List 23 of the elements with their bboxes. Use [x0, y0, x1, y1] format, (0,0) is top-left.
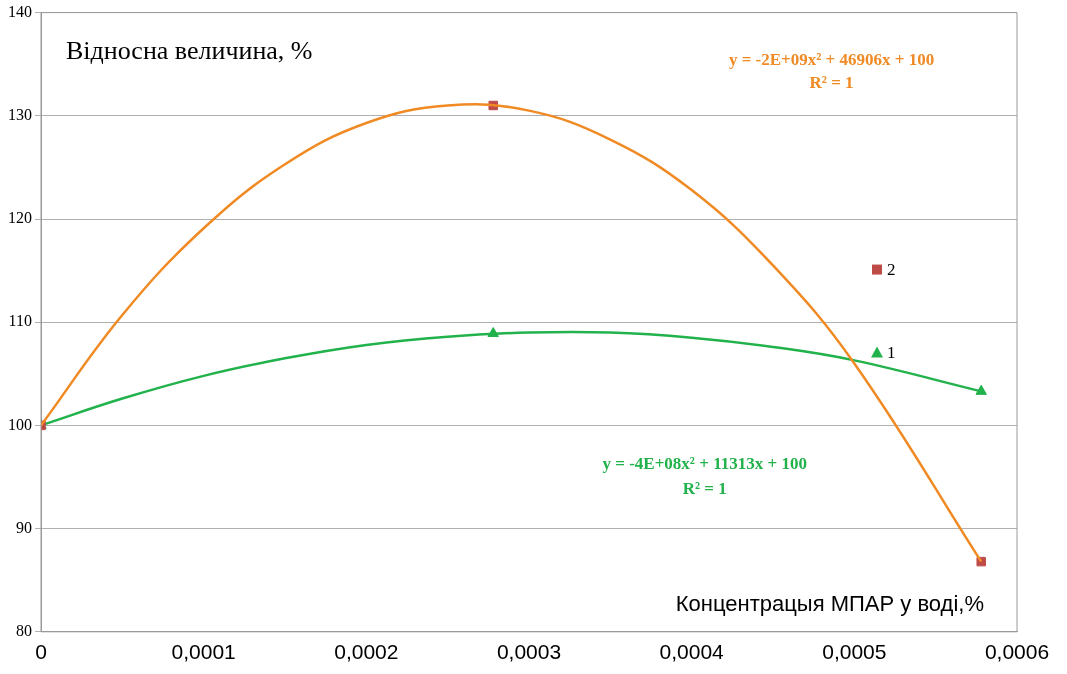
x-tick-label: 0,0006	[984, 640, 1050, 664]
point	[975, 384, 987, 395]
y-tick-label: 80	[16, 622, 32, 639]
x-tick-label: 0,0002	[334, 640, 399, 664]
annotation: R² = 1	[682, 478, 727, 498]
y-tick-label: 140	[8, 2, 32, 20]
x-axis-title: Концентрацыя МПАР у воді,%	[675, 590, 984, 616]
x-tick-label: 0,0004	[659, 640, 725, 664]
y-tick-label: 130	[8, 106, 32, 123]
annotation: y = -4E+08x² + 11313x + 100	[602, 454, 807, 474]
x-tick-label: 0,0003	[496, 640, 562, 664]
y-tick-label: 90	[16, 518, 32, 536]
y-tick-label: 100	[8, 415, 32, 433]
legend-label: 1	[887, 343, 896, 363]
y-tick-label: 110	[8, 312, 32, 330]
y-tick-label: 120	[8, 209, 32, 227]
x-tick-label: 0,0001	[171, 640, 236, 664]
x-tick-label: 0,0005	[822, 640, 887, 664]
annotation: R² = 1	[809, 73, 854, 93]
annotation: y = -2E+09x² + 46906x + 100	[728, 50, 935, 70]
y-axis-title: Відносна величина, %	[66, 36, 313, 66]
x-tick-label: 0	[35, 640, 47, 664]
legend-label: 2	[887, 260, 896, 280]
